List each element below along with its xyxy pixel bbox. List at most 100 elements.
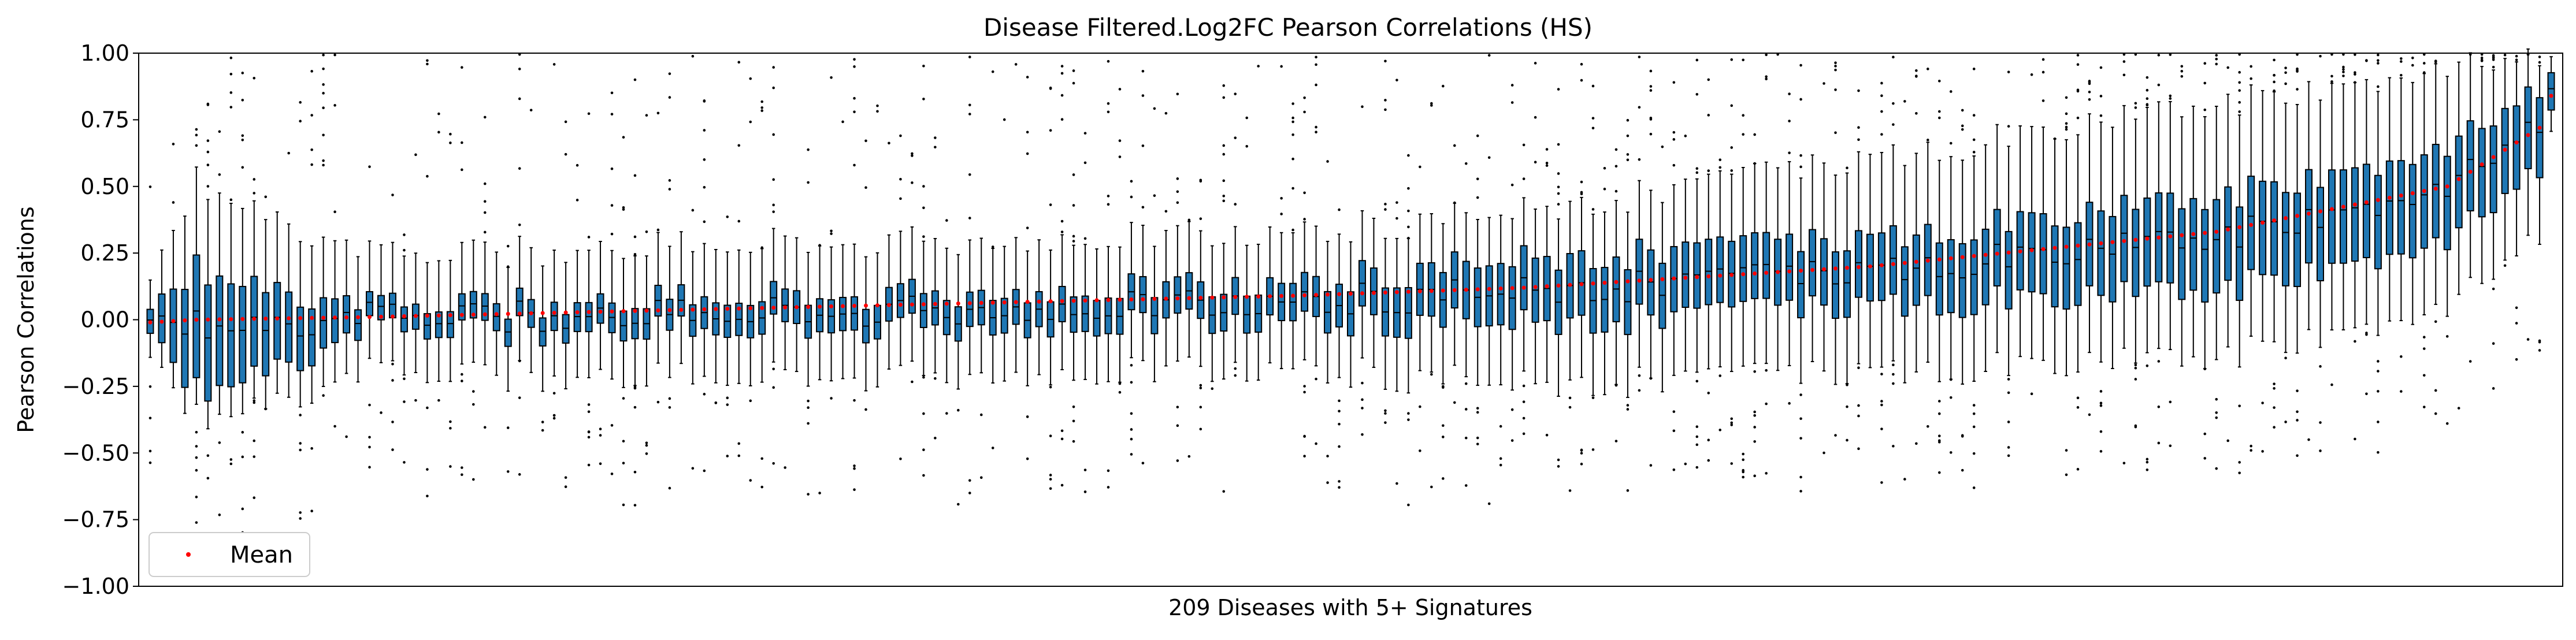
- mean-marker: [217, 317, 222, 322]
- outlier-point: [760, 457, 764, 460]
- box-body: [2201, 209, 2209, 303]
- box-42: [619, 136, 628, 507]
- box-body: [250, 276, 258, 367]
- outlier-point: [2215, 411, 2218, 414]
- outlier-point: [391, 194, 394, 196]
- outlier-point: [2007, 378, 2010, 381]
- outlier-point: [1176, 92, 1179, 96]
- box-63: [862, 139, 870, 411]
- box-117: [1485, 54, 1493, 505]
- box-4: [181, 215, 189, 414]
- outlier-point: [1614, 165, 1618, 168]
- mean-marker: [402, 314, 406, 319]
- outlier-point: [2076, 63, 2080, 66]
- outlier-point: [2273, 406, 2276, 409]
- outlier-point: [1799, 490, 1802, 493]
- outlier-point: [299, 448, 302, 452]
- outlier-point: [1326, 455, 1329, 457]
- outlier-point: [633, 470, 637, 474]
- box-3: [169, 143, 177, 389]
- box-body: [2385, 160, 2393, 255]
- outlier-point: [807, 148, 810, 151]
- box-114: [1450, 144, 1458, 404]
- outlier-point: [922, 474, 925, 477]
- outlier-point: [1638, 55, 1641, 58]
- mean-marker: [2318, 209, 2322, 214]
- outlier-point: [899, 457, 902, 460]
- outlier-point: [1614, 440, 1618, 442]
- outlier-point: [552, 414, 556, 417]
- outlier-point: [1545, 148, 1549, 151]
- outlier-point: [218, 173, 221, 176]
- outlier-point: [818, 492, 821, 494]
- outlier-point: [1695, 167, 1699, 170]
- mean-marker: [159, 319, 164, 324]
- outlier-point: [1384, 208, 1387, 211]
- box-163: [2016, 125, 2024, 358]
- outlier-point: [2307, 438, 2310, 441]
- outlier-point: [2354, 81, 2356, 84]
- outlier-point: [2434, 320, 2437, 323]
- outlier-point: [2169, 97, 2172, 100]
- outlier-point: [449, 465, 452, 468]
- outlier-point: [1199, 427, 1202, 431]
- outlier-point: [310, 447, 313, 450]
- outlier-point: [1303, 390, 1306, 394]
- mean-marker: [183, 318, 187, 323]
- box-67: [908, 152, 916, 384]
- mean-marker: [575, 310, 580, 315]
- outlier-point: [2296, 419, 2299, 422]
- outlier-point: [1949, 90, 1953, 93]
- outlier-point: [1649, 89, 1653, 92]
- outlier-point: [853, 464, 856, 467]
- outlier-point: [1892, 373, 1895, 376]
- outlier-point: [2377, 421, 2380, 423]
- box-152: [1889, 55, 1897, 448]
- outlier-point: [1130, 412, 1133, 415]
- outlier-point: [426, 174, 429, 178]
- outlier-point: [1788, 92, 1791, 95]
- legend-mean-marker: [186, 552, 191, 557]
- outlier-point: [1557, 192, 1560, 195]
- outlier-point: [622, 462, 625, 465]
- outlier-point: [552, 392, 556, 395]
- mean-marker: [1429, 289, 1434, 293]
- outlier-point: [437, 112, 440, 116]
- outlier-point: [1834, 61, 1837, 64]
- outlier-point: [1338, 399, 1341, 403]
- outlier-point: [1303, 218, 1306, 221]
- outlier-point: [2445, 335, 2449, 338]
- mean-marker: [2352, 202, 2357, 207]
- box-body: [2293, 192, 2302, 287]
- outlier-point: [1407, 418, 1410, 421]
- outlier-point: [483, 200, 487, 203]
- outlier-point: [2146, 88, 2149, 92]
- outlier-point: [2238, 81, 2241, 84]
- outlier-point: [853, 58, 856, 61]
- outlier-point: [1442, 424, 1445, 427]
- outlier-point: [968, 113, 971, 116]
- outlier-point: [1130, 453, 1133, 456]
- mean-marker: [2076, 243, 2080, 248]
- outlier-point: [2238, 461, 2241, 464]
- outlier-point: [195, 133, 198, 137]
- box-body: [2408, 163, 2417, 259]
- outlier-point: [1638, 374, 1641, 377]
- outlier-point: [461, 168, 463, 172]
- outlier-point: [922, 185, 925, 188]
- mean-marker: [2549, 94, 2553, 98]
- mean-marker: [368, 315, 372, 319]
- outlier-point: [2411, 56, 2414, 59]
- outlier-point: [1211, 387, 1214, 390]
- outlier-point: [264, 407, 268, 411]
- outlier-point: [1130, 364, 1133, 367]
- mean-marker: [1417, 289, 1422, 293]
- box-129: [1624, 118, 1632, 492]
- outlier-point: [1291, 133, 1294, 136]
- outlier-point: [1199, 384, 1202, 387]
- outlier-point: [1130, 437, 1133, 441]
- outlier-point: [1672, 468, 1676, 471]
- mean-marker: [944, 302, 949, 306]
- outlier-point: [1603, 187, 1606, 191]
- outlier-point: [449, 427, 452, 430]
